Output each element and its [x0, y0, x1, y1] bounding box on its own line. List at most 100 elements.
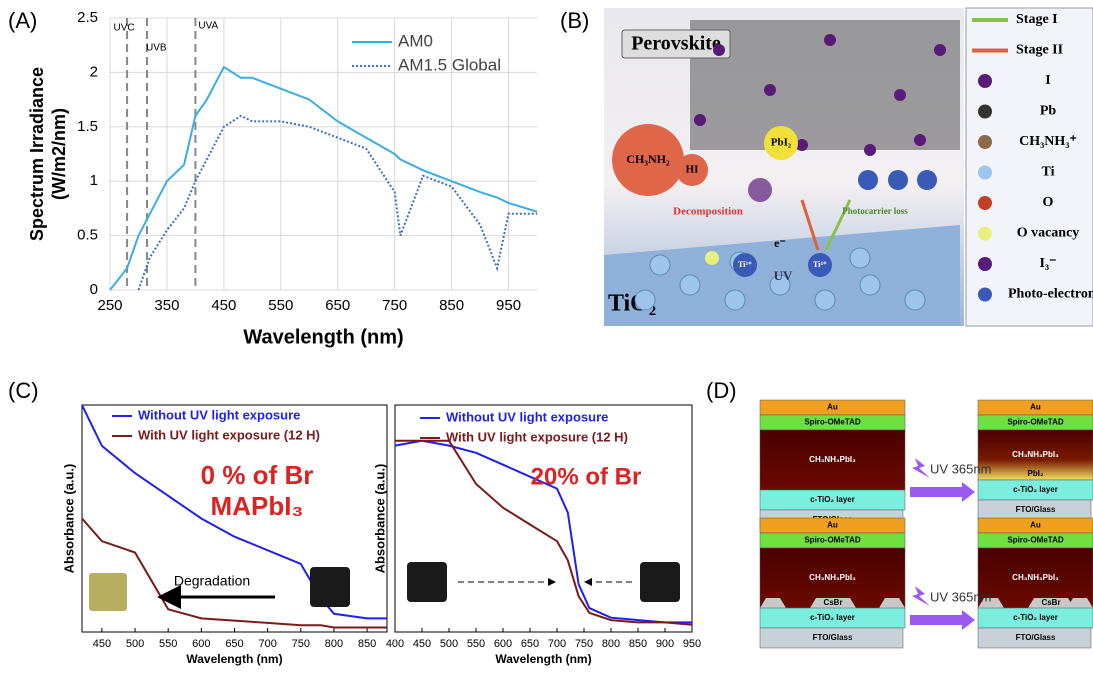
layer-label: FTO/Glass — [1016, 505, 1056, 514]
y-tick-label: 2 — [90, 63, 98, 80]
iodine-atom — [796, 139, 808, 151]
y-axis-title: Absorbance (a.u.) — [372, 464, 387, 574]
legend-label: With UV light exposure (12 H) — [138, 427, 320, 442]
ti-atom — [904, 289, 926, 311]
panel-b: (B)PerovskiteTiO₂CH₃NH₂HIPbI₂Decompositi… — [560, 7, 1093, 327]
iodine-atom — [914, 134, 926, 146]
x-tick-label: 750 — [292, 638, 310, 650]
x-tick-label: 500 — [440, 638, 458, 650]
legend-icon — [978, 74, 992, 88]
iodine-atom — [864, 144, 876, 156]
scene-label: Photocarrier loss — [842, 206, 908, 216]
iodine-atom — [764, 84, 776, 96]
csbr-island — [879, 598, 905, 608]
layer-label: c-TiO₂ layer — [810, 495, 855, 504]
y-axis-title: Spectrum Irradiance — [27, 67, 47, 241]
sample-fresh — [310, 567, 350, 607]
layer — [977, 627, 1092, 649]
csbr-island — [810, 598, 856, 608]
annotation: 20% of Br — [531, 463, 642, 490]
iodine-atom — [694, 114, 706, 126]
ti3-ion — [733, 253, 757, 277]
x-tick-label: 700 — [548, 638, 566, 650]
x-tick-label: 800 — [325, 638, 343, 650]
legend-label: Stage I — [1016, 12, 1058, 27]
o-vacancy — [705, 251, 719, 265]
legend-label: Without UV light exposure — [138, 407, 300, 422]
x-tick-label: 900 — [656, 638, 674, 650]
ti-atom — [859, 274, 881, 296]
scene-label: Ti⁴⁺ — [813, 260, 827, 269]
uv-arrow — [910, 610, 975, 630]
y-tick-label: 1 — [90, 172, 98, 189]
csbr-island — [760, 598, 786, 608]
x-tick-label: 850 — [358, 638, 376, 650]
sample-right — [640, 562, 680, 602]
series-line — [81, 404, 387, 620]
layer-label: CH₃NH₃PbI₃ — [809, 573, 856, 582]
ti-atom — [724, 289, 746, 311]
legend-label: AM0 — [398, 31, 433, 50]
uv-label: UV 365nm — [930, 589, 991, 604]
octahedra — [690, 20, 960, 150]
stage-ii-arrow — [800, 199, 820, 251]
panel-label: (A) — [8, 8, 37, 33]
layer-label: c-TiO₂ layer — [1013, 485, 1058, 494]
annotation: Degradation — [174, 573, 250, 589]
scene-label: PbI₂ — [771, 137, 792, 149]
perovskite-tag — [621, 29, 731, 59]
photo-electron — [917, 170, 937, 190]
legend-icon — [978, 257, 992, 271]
csbr-island — [978, 598, 1004, 608]
scene-label: Ti³⁺ — [738, 260, 752, 269]
x-tick-label: 600 — [192, 638, 210, 650]
layer-label: CH₃NH₃PbI₃ — [1012, 450, 1059, 459]
legend-icon — [978, 165, 992, 180]
iodine-atom — [934, 44, 946, 56]
y-axis-title: (W/m2/nm) — [49, 108, 69, 200]
uv-arrow — [910, 482, 975, 502]
legend-icon — [978, 135, 992, 149]
y-tick-label: 0 — [90, 281, 98, 298]
legend-icon — [978, 287, 992, 302]
x-tick-label: 550 — [159, 638, 177, 650]
legend-label: Photo-electron — [1008, 287, 1093, 302]
legend-label: CH₃NH₃⁺ — [1019, 134, 1077, 149]
x-axis-title: Wavelength (nm) — [243, 326, 403, 348]
series-line — [81, 517, 387, 629]
plot-frame — [394, 404, 693, 633]
layer — [977, 429, 1093, 481]
scene-label: CH₃NH₂ — [626, 152, 670, 166]
layer — [759, 429, 906, 491]
scene-label: Decomposition — [673, 206, 743, 218]
layer-label: Au — [827, 521, 838, 530]
x-tick-label: 650 — [521, 638, 539, 650]
layer-label: PbI₂ — [1028, 469, 1044, 478]
scene-label: UV — [774, 268, 793, 283]
legend-icon — [978, 196, 992, 210]
x-tick-label: 950 — [683, 638, 701, 650]
layer-label: c-TiO₂ layer — [1013, 613, 1058, 622]
band-label: UVB — [146, 43, 167, 54]
x-tick-label: 250 — [97, 297, 122, 314]
scene-label: HI — [686, 164, 699, 176]
ti-atom — [769, 274, 791, 296]
x-tick-label: 450 — [93, 638, 111, 650]
layer-label: Spiro-OMeTAD — [804, 536, 861, 545]
panel-d: (D) Au Spiro-OMeTAD CH₃NH₃PbI₃ c-TiO₂ layer F… — [706, 378, 1093, 649]
layer-label: CsBr — [823, 598, 842, 607]
y-axis-title: Absorbance (a.u.) — [61, 464, 76, 574]
csbr-island — [1067, 598, 1093, 608]
x-axis-title: Wavelength (nm) — [186, 652, 282, 666]
ch3nh2-balloon — [612, 124, 684, 196]
legend-label: I₃⁻ — [1039, 256, 1056, 271]
series-line — [395, 439, 693, 626]
x-tick-label: 750 — [382, 297, 407, 314]
annotation: MAPbI₃ — [211, 491, 304, 521]
x-tick-label: 550 — [268, 297, 293, 314]
legend-label: O vacancy — [1017, 226, 1080, 241]
panel-c: (C) 450 500 550 600 650 700 750 800 850 Without UV… — [8, 378, 701, 666]
x-tick-label: 600 — [494, 638, 512, 650]
x-tick-label: 450 — [413, 638, 431, 650]
